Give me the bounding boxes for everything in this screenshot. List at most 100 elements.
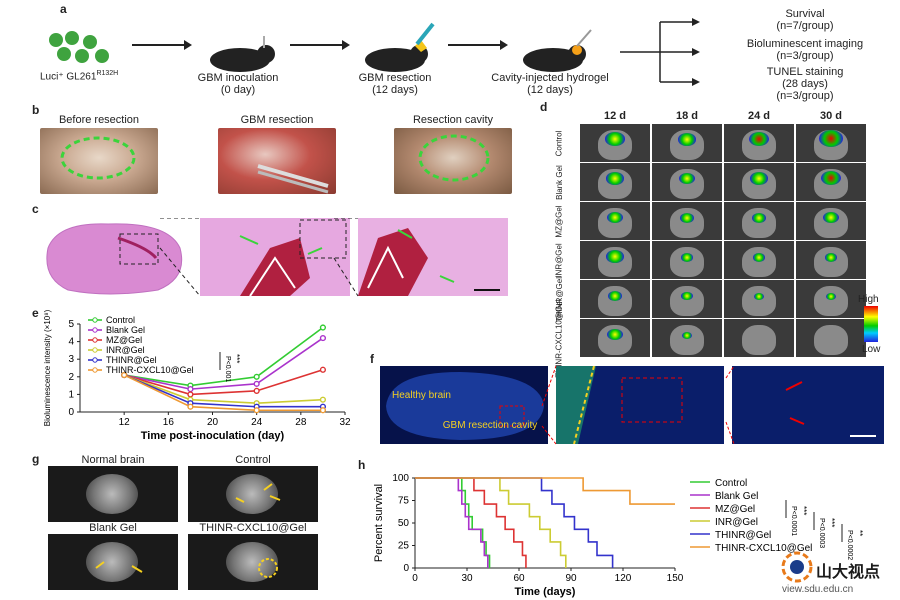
p-value-stars: *** [232, 354, 241, 363]
bli-image-cell [580, 280, 650, 318]
watermark-logo-icon [780, 550, 814, 584]
x-axis-title: Time post-inoculation (day) [141, 430, 285, 442]
y-tick-label: 3 [68, 354, 74, 365]
y-tick-label: 4 [68, 337, 74, 348]
bli-signal-spot [606, 172, 624, 185]
bli-row-label: THINR-CXCL10@Gel [540, 299, 578, 377]
legend-label: INR@Gel [715, 517, 758, 528]
data-point [319, 366, 327, 373]
x-tick-label: 150 [667, 573, 684, 584]
bli-signal-spot [679, 212, 695, 223]
cells-label: Luci⁺ GL261R132H [40, 70, 119, 83]
p-value-label: P<0.0002 [846, 530, 853, 560]
zoom-lines-c [159, 218, 359, 297]
y-tick-label: 2 [68, 372, 74, 383]
panel-f-label: f [370, 352, 374, 366]
y-tick-label: 0 [403, 563, 409, 574]
bli-signal-spot [681, 292, 693, 301]
tunel-zoom-1 [556, 366, 724, 444]
x-tick-label: 60 [513, 573, 525, 584]
bli-signal-spot [748, 131, 770, 147]
y-tick-label: 75 [398, 496, 410, 507]
x-tick-label: 30 [461, 573, 473, 584]
x-tick-label: 24 [251, 417, 263, 428]
mouse-head-shape [670, 286, 704, 316]
y-tick-label: 5 [68, 319, 74, 330]
panel-b-title-2: GBM resection [240, 114, 314, 126]
panel-a-label: a [60, 2, 67, 16]
survival-curve [415, 477, 614, 568]
panel-c-label: c [32, 202, 39, 216]
x-tick-label: 12 [119, 417, 131, 428]
mri-title-2: Control [235, 454, 271, 466]
x-tick-label: 120 [615, 573, 632, 584]
mouse-3-icon [515, 24, 595, 74]
data-point [121, 371, 128, 379]
p-value-stars: ** [855, 530, 864, 536]
bli-row-label: INR@Gel [540, 241, 578, 279]
bli-image-cell [580, 124, 650, 162]
bli-signal-spot [680, 252, 694, 262]
y-axis-title: Percent survival [373, 484, 385, 562]
bli-signal-spot [751, 212, 767, 223]
mouse-head-shape [670, 325, 704, 355]
resection-cavity-photo [394, 128, 512, 194]
legend-marker [92, 337, 98, 343]
bli-image-cell [724, 241, 794, 279]
watermark-text: 山大视点 [816, 564, 881, 581]
mri-control [188, 466, 318, 522]
survival-curve [415, 477, 491, 568]
survival-curve [415, 477, 527, 568]
mouse-head-shape [670, 247, 704, 277]
bli-col-header: 12 d [603, 110, 626, 122]
bli-image-cell [724, 124, 794, 162]
bli-row-label: Blank Gel [540, 163, 578, 201]
data-point [253, 387, 260, 394]
x-tick-label: 28 [295, 417, 307, 428]
legend-label: Control [715, 478, 747, 489]
legend-label: THINR@Gel [715, 530, 771, 541]
arrow-3-icon [448, 40, 508, 50]
series-line [123, 368, 324, 396]
x-tick-label: 0 [412, 573, 418, 584]
legend-label: THINR@Gel [106, 355, 157, 365]
bli-image-cell [796, 163, 866, 201]
series-line [124, 337, 324, 390]
data-point [187, 386, 194, 393]
mouse-head-shape [742, 247, 776, 277]
y-tick-label: 100 [392, 473, 409, 484]
bli-row-label-text: Control [554, 130, 564, 156]
arrow-2-icon [290, 40, 350, 50]
bli-signal-spot [820, 170, 842, 186]
data-point [253, 380, 260, 387]
data-point [319, 407, 327, 414]
mri-title-4: THINR-CXCL10@Gel [199, 522, 307, 534]
bli-image-cell [724, 163, 794, 201]
bli-image-cell [652, 280, 722, 318]
bli-grid: 12 d 18 d 24 d 30 d Control Blank Gel MZ@Gel IN… [540, 110, 866, 377]
data-point [319, 334, 327, 342]
outcome-bli: Bioluminescent imaging (n=3/group) [746, 38, 864, 62]
mri-thinr-cxcl10 [188, 534, 318, 590]
bli-signal-spot [606, 250, 624, 263]
mri-normal-brain [48, 466, 178, 522]
bli-image-cell [796, 319, 866, 357]
legend-label: THINR-CXCL10@Gel [106, 365, 194, 375]
y-tick-label: 25 [398, 541, 410, 552]
series-line [123, 374, 323, 412]
bli-image-cell [796, 280, 866, 318]
bli-signal-spot [681, 331, 693, 340]
before-resection-photo [40, 128, 158, 194]
zoom-lines-f [541, 366, 735, 445]
panel-b-label: b [32, 103, 40, 117]
step2-text: GBM resection (12 days) [358, 72, 432, 96]
legend-label: Blank Gel [106, 325, 145, 335]
bli-signal-spot [750, 172, 768, 185]
outcome-survival: Survival (n=7/group) [776, 8, 834, 32]
bli-signal-spot [752, 252, 766, 262]
bli-col-header: 18 d [675, 110, 698, 122]
panel-h-label: h [358, 458, 366, 472]
x-tick-label: 90 [565, 573, 577, 584]
x-tick-label: 16 [163, 417, 175, 428]
bli-image-cell [580, 241, 650, 279]
